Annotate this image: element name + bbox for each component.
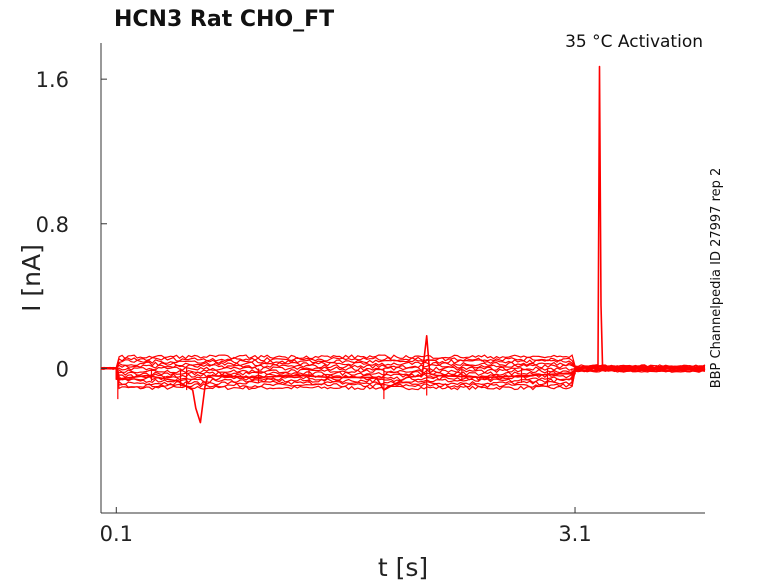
sweep-trace-5: [100, 366, 706, 379]
side-label: BBP Channelpedia ID 27997 rep 2: [709, 168, 724, 389]
chart-title: HCN3 Rat CHO_FT: [114, 7, 334, 32]
y-tick-label-1: 0.8: [36, 213, 69, 237]
series-line-0: [101, 65, 652, 424]
trace-group: [100, 65, 706, 424]
tick-group: 0.1 3.1 1.6 0.8 0: [36, 68, 592, 546]
y-axis-label: I [nA]: [17, 244, 46, 312]
sweep-trace-10: [100, 361, 706, 370]
y-tick-label-2: 0: [56, 357, 69, 381]
x-axis-label: t [s]: [378, 553, 428, 582]
axes: [100, 43, 705, 514]
x-tick-label-0: 0.1: [100, 522, 133, 546]
sweep-trace-9: [100, 363, 706, 370]
x-tick-label-1: 3.1: [558, 522, 591, 546]
chart-annotation: 35 °C Activation: [565, 32, 703, 52]
y-tick-label-0: 1.6: [36, 68, 69, 92]
